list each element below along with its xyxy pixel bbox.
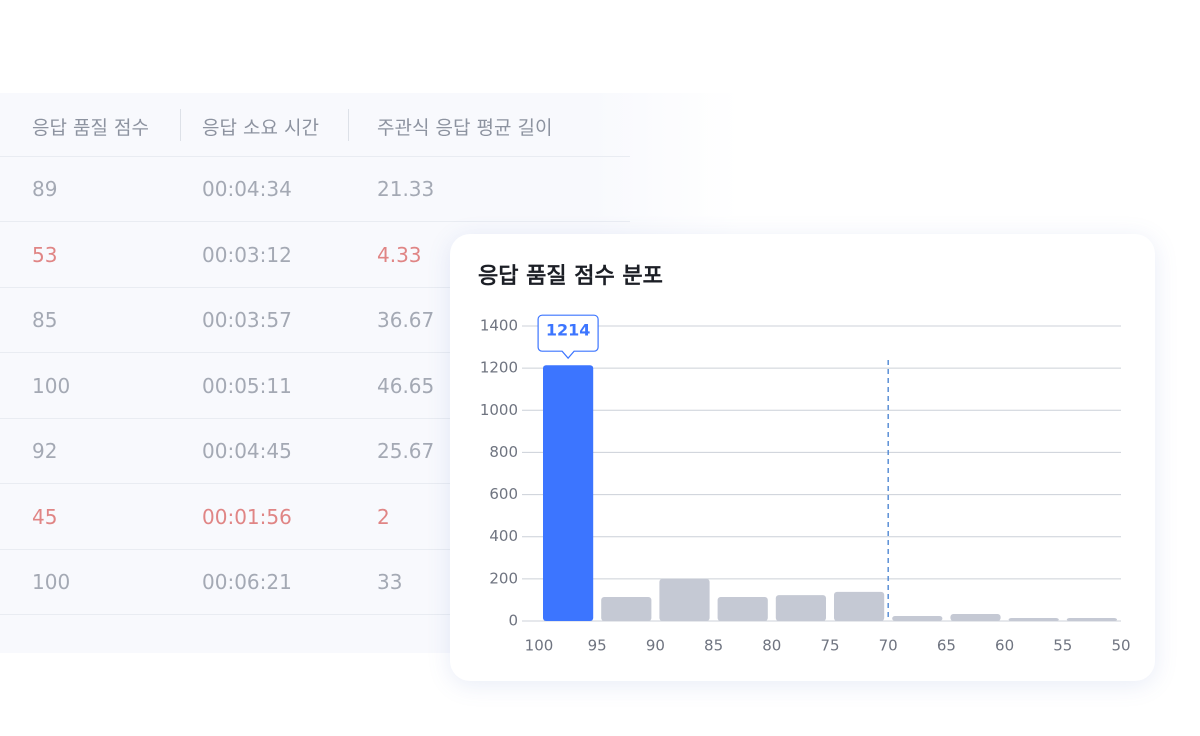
table-cell: 4.33 (377, 242, 422, 267)
table-cell: 2 (377, 504, 390, 529)
x-tick-label: 55 (1053, 637, 1072, 655)
column-header: 응답 소요 시간 (202, 117, 319, 139)
y-tick-label: 1400 (480, 317, 518, 335)
bar (601, 596, 652, 621)
y-tick-label: 600 (489, 485, 518, 503)
bar (717, 596, 768, 621)
chart-title: 응답 품질 점수 분포 (478, 264, 663, 289)
x-tick-label: 95 (588, 637, 607, 655)
y-tick-label: 1000 (480, 401, 518, 419)
table-cell: 00:03:57 (202, 308, 292, 332)
bar (1008, 618, 1059, 621)
bar (892, 615, 943, 621)
table-row: 45 00:01:56 2 (0, 484, 630, 550)
column-header: 응답 품질 점수 (32, 117, 149, 139)
table-cell: 36.67 (377, 308, 435, 332)
table-cell: 00:03:12 (202, 242, 292, 267)
table-cell: 92 (32, 439, 58, 463)
table-cell: 25.67 (377, 439, 435, 463)
table-cell: 33 (377, 570, 403, 594)
bar (1066, 618, 1117, 621)
bar (659, 578, 710, 621)
y-tick-label: 1200 (480, 359, 518, 377)
y-tick-label: 200 (489, 569, 518, 587)
column-header: 주관식 응답 평균 길이 (377, 117, 553, 139)
x-tick-label: 75 (820, 637, 839, 655)
table-cell: 85 (32, 308, 58, 332)
x-tick-label: 50 (1111, 637, 1130, 655)
bar (834, 591, 885, 621)
callout-box (537, 314, 599, 360)
table-cell: 45 (32, 504, 58, 529)
column-divider (180, 109, 181, 141)
table-cell: 53 (32, 242, 58, 267)
x-tick-label: 100 (525, 637, 554, 655)
table-cell: 46.65 (377, 373, 435, 398)
column-divider (348, 109, 349, 141)
table-cell: 00:05:11 (202, 373, 292, 398)
table-header: 응답 품질 점수 응답 소요 시간 주관식 응답 평균 길이 (0, 93, 630, 157)
table-cell: 00:06:21 (202, 570, 292, 594)
bar (543, 365, 594, 621)
table-cell: 89 (32, 177, 58, 201)
table-cell: 100 (32, 570, 71, 594)
x-tick-label: 90 (646, 637, 665, 655)
x-tick-label: 80 (762, 637, 781, 655)
table-row: 53 00:03:12 4.33 (0, 222, 630, 288)
table-cell: 100 (32, 373, 71, 398)
table-row: 89 00:04:34 21.33 (0, 156, 630, 222)
table-cell: 00:04:34 (202, 177, 292, 201)
y-tick-label: 400 (489, 527, 518, 545)
table-row: 100 00:05:11 46.65 (0, 353, 630, 419)
table-row: 85 00:03:57 36.67 (0, 287, 630, 353)
x-tick-label: 65 (937, 637, 956, 655)
table-row: 100 00:06:21 33 (0, 549, 630, 615)
table-cell: 00:01:56 (202, 504, 292, 529)
table-cell: 21.33 (377, 177, 435, 201)
bar (775, 595, 826, 621)
y-tick-label: 0 (508, 612, 518, 630)
table-cell: 00:04:45 (202, 439, 292, 463)
value-label: 1214 (546, 321, 591, 340)
x-tick-label: 60 (995, 637, 1014, 655)
x-tick-label: 70 (879, 637, 898, 655)
y-tick-label: 800 (489, 443, 518, 461)
table-row: 92 00:04:45 25.67 (0, 418, 630, 484)
x-tick-label: 85 (704, 637, 723, 655)
bar (950, 614, 1001, 621)
